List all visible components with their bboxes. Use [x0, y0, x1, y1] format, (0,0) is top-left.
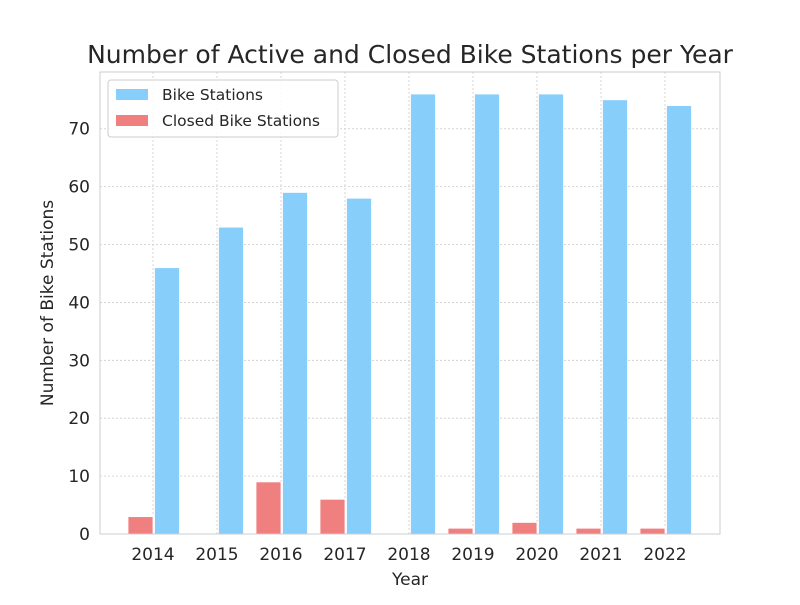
x-tick-label: 2017 — [323, 545, 366, 565]
bars — [127, 93, 692, 535]
bar-bike-stations — [346, 197, 372, 535]
bar-bike-stations — [154, 267, 180, 535]
x-tick-label: 2015 — [195, 545, 238, 565]
legend-label-bike-stations: Bike Stations — [162, 86, 263, 104]
bar-closed-bike-stations — [511, 522, 538, 535]
y-axis-ticks: 0 10 20 30 40 50 60 70 — [68, 120, 90, 545]
legend-swatch-closed-bike-stations — [116, 115, 148, 126]
bar-closed-bike-stations — [447, 527, 474, 535]
x-axis-label: Year — [391, 570, 428, 590]
chart-title: Number of Active and Closed Bike Station… — [87, 40, 734, 69]
x-tick-label: 2019 — [451, 545, 494, 565]
x-tick-label: 2022 — [643, 545, 686, 565]
bar-bike-stations — [666, 105, 692, 535]
y-tick-label: 70 — [68, 120, 90, 140]
bar-bike-stations — [474, 93, 500, 535]
bar-closed-bike-stations — [127, 516, 154, 535]
x-tick-label: 2018 — [387, 545, 430, 565]
x-tick-label: 2014 — [131, 545, 174, 565]
bar-closed-bike-stations — [575, 527, 602, 535]
bar-bike-stations — [282, 192, 308, 535]
bar-bike-stations — [602, 99, 628, 535]
bar-bike-stations — [410, 93, 436, 535]
y-tick-label: 30 — [68, 351, 90, 371]
legend-swatch-bike-stations — [116, 89, 148, 100]
legend-label-closed-bike-stations: Closed Bike Stations — [162, 112, 320, 130]
bar-closed-bike-stations — [255, 481, 282, 535]
x-tick-label: 2016 — [259, 545, 302, 565]
x-tick-label: 2020 — [515, 545, 558, 565]
y-tick-label: 10 — [68, 467, 90, 487]
x-axis-ticks: 2014 2015 2016 2017 2018 2019 2020 2021 2022 — [131, 545, 686, 565]
bar-closed-bike-stations — [319, 498, 346, 535]
plot-frame — [99, 71, 721, 535]
y-tick-label: 50 — [68, 236, 90, 256]
bar-bike-stations — [538, 93, 564, 535]
legend-box — [107, 79, 339, 138]
y-tick-label: 60 — [68, 178, 90, 198]
y-axis-label: Number of Bike Stations — [38, 200, 58, 406]
y-tick-label: 0 — [79, 525, 90, 545]
x-tick-label: 2021 — [579, 545, 622, 565]
legend: Bike Stations Closed Bike Stations — [107, 79, 339, 138]
y-tick-label: 20 — [68, 409, 90, 429]
y-tick-label: 40 — [68, 293, 90, 313]
bar-bike-stations — [218, 226, 244, 535]
bar-closed-bike-stations — [639, 527, 666, 535]
